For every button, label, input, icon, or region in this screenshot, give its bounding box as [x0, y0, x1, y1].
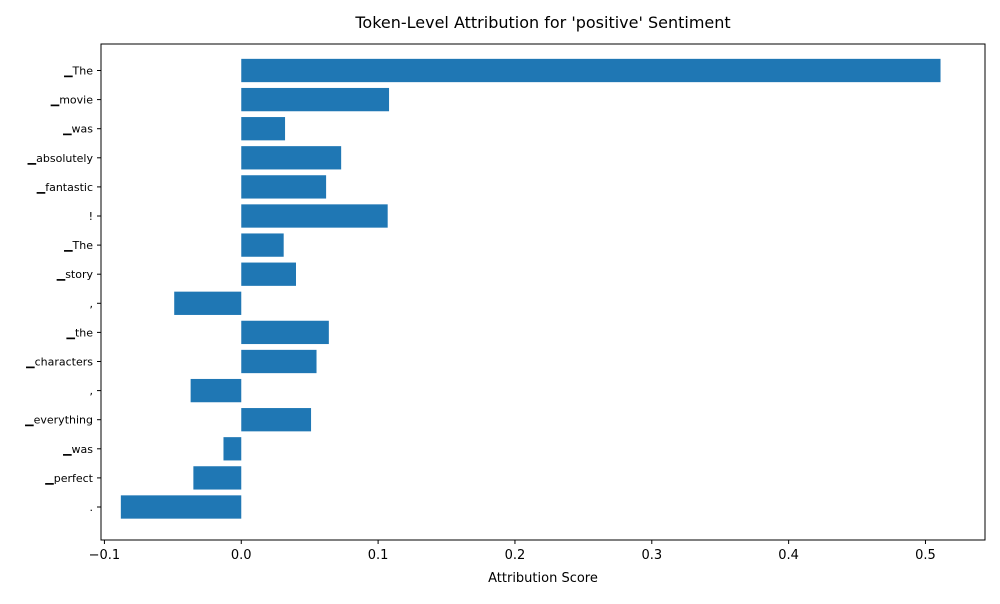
x-tick-label: 0.4: [778, 548, 799, 563]
y-tick-label: ▁movie: [50, 94, 93, 107]
y-tick-label: ▁the: [65, 326, 93, 339]
bar: [241, 58, 941, 83]
plot-area: [100, 43, 986, 541]
x-tick-label: 0.1: [368, 548, 389, 563]
y-tick-label: ▁absolutely: [27, 152, 94, 165]
bar: [241, 175, 327, 199]
x-axis-label: Attribution Score: [488, 571, 598, 586]
y-axis: ▁The ▁movie ▁was ▁absolutely ▁fantastic! ▁The…: [24, 65, 101, 514]
bar: [241, 320, 329, 345]
bar: [120, 495, 242, 519]
bar: [241, 262, 296, 286]
y-tick-label: ▁was: [62, 123, 93, 136]
x-tick-label: 0.2: [505, 548, 526, 563]
y-tick-label: ▁characters: [25, 356, 93, 369]
y-tick-label: ▁The: [63, 239, 93, 252]
bar: [241, 87, 390, 112]
bar: [174, 291, 242, 315]
bar: [241, 349, 317, 374]
x-tick-label: −0.1: [89, 548, 121, 563]
y-tick-label: ▁was: [62, 443, 93, 456]
y-tick-label: .: [90, 501, 94, 514]
x-tick-label: 0.5: [915, 548, 936, 563]
x-tick-label: 0.0: [231, 548, 252, 563]
y-tick-label: ▁The: [63, 65, 93, 78]
bar: [241, 408, 312, 432]
y-tick-label: ,: [90, 385, 94, 398]
bar: [241, 204, 388, 228]
bar: [193, 466, 242, 490]
bar: [223, 437, 242, 461]
y-tick-label: !: [89, 210, 93, 223]
bars-group: [120, 58, 941, 519]
y-tick-label: ,: [90, 297, 94, 310]
plot-frame: [100, 43, 986, 541]
chart-title: Token-Level Attribution for 'positive' S…: [354, 13, 730, 32]
bar: [241, 117, 286, 141]
y-tick-label: ▁story: [56, 268, 94, 281]
bar: [241, 146, 342, 170]
y-tick-label: ▁everything: [24, 414, 93, 427]
bar: [241, 233, 284, 257]
y-tick-label: ▁perfect: [44, 472, 93, 485]
x-tick-label: 0.3: [641, 548, 662, 563]
y-tick-label: ▁fantastic: [36, 181, 93, 194]
x-axis: −0.1 0.0 0.1 0.2 0.3 0.4 0.5: [89, 540, 936, 563]
bar: [190, 378, 242, 403]
